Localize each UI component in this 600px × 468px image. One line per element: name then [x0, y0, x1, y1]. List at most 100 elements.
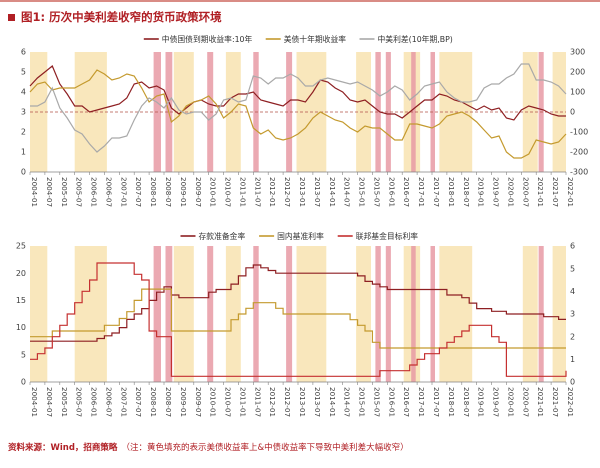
series-line-1: [30, 288, 566, 349]
x-tick-label: 2018-01: [447, 177, 456, 207]
x-axis: 2004-01 2004-07 2005-01 2005-07 2006-01 2006-…: [29, 381, 575, 417]
x-tick-label: 2013-07: [313, 387, 322, 417]
x-axis: 2004-01 2004-07 2005-01 2005-07 2006-01 2006-…: [29, 171, 575, 207]
yellow-band: [356, 52, 371, 172]
y-axis-labels: 0 1 2 3 4 5 6 -300 -200 -100 0 100 200 300: [21, 48, 588, 177]
y-right-tick-label: -200: [570, 148, 588, 157]
bottom-chart-policy-rates: 2004-01 2004-07 2005-01 2005-07 2006-01 2006-…: [16, 231, 575, 417]
x-tick-label: 2004-07: [45, 387, 54, 417]
x-tick-label: 2020-01: [506, 177, 515, 207]
x-tick-label: 2007-07: [134, 387, 143, 417]
y-left-tick-label: 10: [16, 323, 26, 332]
y-right-tick-label: 2: [570, 332, 575, 341]
y-left-tick-label: 5: [21, 68, 26, 77]
x-tick-label: 2009-07: [194, 387, 203, 417]
x-tick-label: 2019-01: [477, 177, 486, 207]
x-tick-label: 2011-01: [238, 177, 247, 207]
x-tick-label: 2015-01: [358, 177, 367, 207]
x-tick-label: 2020-07: [521, 387, 530, 417]
x-tick-label: 2018-07: [462, 177, 471, 207]
y-left-tick-label: 0: [21, 378, 26, 387]
x-tick-label: 2008-07: [164, 387, 173, 417]
x-tick-label: 2014-01: [328, 387, 337, 417]
x-tick-label: 2015-01: [358, 387, 367, 417]
x-tick-label: 2019-07: [492, 387, 501, 417]
x-tick-label: 2017-07: [432, 177, 441, 207]
x-tick-label: 2009-07: [194, 177, 203, 207]
x-tick-label: 2004-01: [30, 177, 39, 207]
y-right-tick-label: 1: [570, 355, 575, 364]
source-text: 资料来源：Wind，招商策略: [8, 443, 118, 453]
y-left-tick-label: 25: [16, 242, 26, 251]
top-chart-yields-and-spread: 2004-01 2004-07 2005-01 2005-07 2006-01 2006-…: [21, 34, 588, 207]
x-tick-label: 2012-01: [268, 387, 277, 417]
y-right-tick-label: 5: [570, 264, 575, 273]
x-tick-label: 2005-01: [60, 177, 69, 207]
series-line-2: [30, 63, 567, 153]
x-tick-label: 2008-01: [149, 387, 158, 417]
pink-band: [385, 246, 391, 382]
y-right-tick-label: 0: [570, 108, 575, 117]
x-tick-label: 2014-01: [328, 177, 337, 207]
pink-band: [430, 246, 435, 382]
series-line-0: [30, 264, 566, 342]
x-tick-label: 2010-07: [224, 177, 233, 207]
yellow-band: [356, 246, 371, 382]
series-line-1: [29, 69, 567, 159]
y-left-tick-label: 5: [21, 350, 26, 359]
x-tick-label: 2017-01: [417, 177, 426, 207]
x-tick-label: 2006-01: [90, 177, 99, 207]
y-left-tick-label: 0: [21, 168, 26, 177]
y-left-tick-label: 3: [21, 108, 26, 117]
x-tick-label: 2017-01: [417, 387, 426, 417]
x-tick-label: 2021-01: [536, 387, 545, 417]
x-tick-label: 2016-07: [402, 177, 411, 207]
y-right-tick-label: 100: [570, 88, 585, 97]
x-tick-label: 2009-01: [179, 177, 188, 207]
x-tick-label: 2018-01: [447, 387, 456, 417]
figure-header: 图1: 历次中美利差收窄的货币政策环境: [0, 2, 600, 28]
x-tick-label: 2012-07: [283, 177, 292, 207]
x-tick-label: 2006-01: [90, 387, 99, 417]
x-tick-label: 2008-07: [164, 177, 173, 207]
legend-label: 国内基准利率: [277, 231, 324, 241]
legend-label: 中美利差(10年期,BP): [378, 34, 453, 44]
pink-band: [165, 246, 173, 382]
x-tick-label: 2017-07: [432, 387, 441, 417]
pink-band: [375, 52, 381, 172]
pink-band: [286, 52, 293, 172]
x-tick-label: 2007-01: [119, 387, 128, 417]
series-line-2: [30, 262, 567, 377]
x-tick-label: 2014-07: [343, 387, 352, 417]
x-tick-label: 2010-01: [209, 177, 218, 207]
y-right-tick-label: 300: [570, 48, 585, 57]
x-tick-label: 2008-01: [149, 177, 158, 207]
x-tick-label: 2011-01: [238, 387, 247, 417]
x-tick-label: 2006-07: [104, 177, 113, 207]
y-left-tick-label: 20: [16, 269, 26, 278]
x-tick-label: 2013-01: [298, 387, 307, 417]
x-tick-label: 2005-01: [60, 387, 69, 417]
legend-label: 存款准备金率: [199, 231, 246, 241]
x-tick-label: 2013-01: [298, 177, 307, 207]
x-tick-label: 2022-01: [566, 387, 575, 417]
legend: 存款准备金率 国内基准利率 联邦基金目标利率: [180, 231, 418, 241]
x-tick-label: 2011-07: [253, 177, 262, 207]
y-left-tick-label: 2: [21, 128, 26, 137]
y-left-tick-label: 15: [16, 296, 26, 305]
x-tick-label: 2019-07: [492, 177, 501, 207]
y-left-tick-label: 4: [21, 88, 26, 97]
x-tick-label: 2007-07: [134, 177, 143, 207]
y-right-tick-label: -100: [570, 128, 588, 137]
x-tick-label: 2011-07: [253, 387, 262, 417]
x-tick-label: 2015-07: [372, 387, 381, 417]
y-right-tick-label: 0: [570, 378, 575, 387]
pink-band: [153, 246, 161, 382]
x-tick-label: 2020-01: [506, 387, 515, 417]
y-axis-labels: 0 5 10 15 20 25 0 1 2 3 4 5 6: [16, 242, 575, 387]
x-tick-label: 2016-01: [387, 387, 396, 417]
x-tick-label: 2005-07: [75, 387, 84, 417]
yellow-band: [439, 246, 473, 382]
x-tick-label: 2010-07: [224, 387, 233, 417]
